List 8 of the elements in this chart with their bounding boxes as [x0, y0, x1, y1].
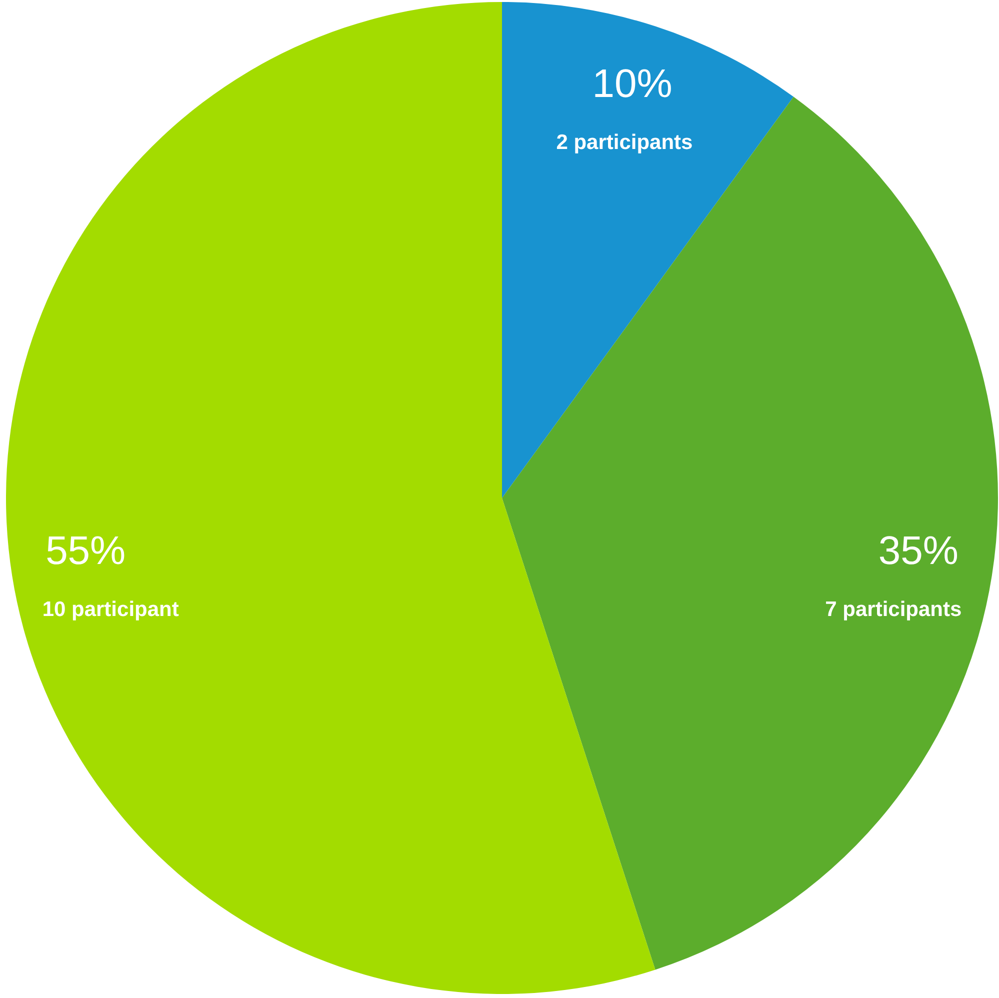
pie-slice	[502, 2, 794, 498]
slice-label: 2 participants	[556, 131, 693, 154]
slice-label: 10 participant	[42, 598, 179, 621]
slice-label: 7 participants	[825, 598, 962, 621]
data-label: 10%	[592, 62, 672, 106]
data-label: 55%	[46, 528, 126, 573]
pie-slice	[502, 96, 998, 970]
data-label: 35%	[878, 528, 958, 573]
